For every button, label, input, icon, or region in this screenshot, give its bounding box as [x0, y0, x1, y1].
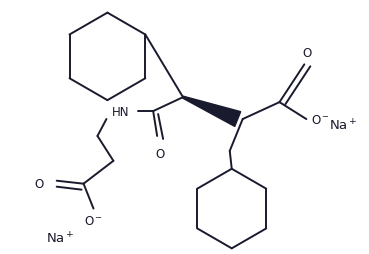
Text: O: O	[155, 148, 165, 161]
Text: HN: HN	[111, 105, 129, 118]
Text: Na$^+$: Na$^+$	[329, 118, 358, 133]
Text: O$^-$: O$^-$	[84, 214, 103, 227]
Text: O$^-$: O$^-$	[311, 113, 330, 126]
Text: O: O	[34, 178, 44, 190]
Text: O: O	[303, 47, 312, 60]
Polygon shape	[183, 97, 241, 127]
Text: Na$^+$: Na$^+$	[46, 231, 75, 246]
